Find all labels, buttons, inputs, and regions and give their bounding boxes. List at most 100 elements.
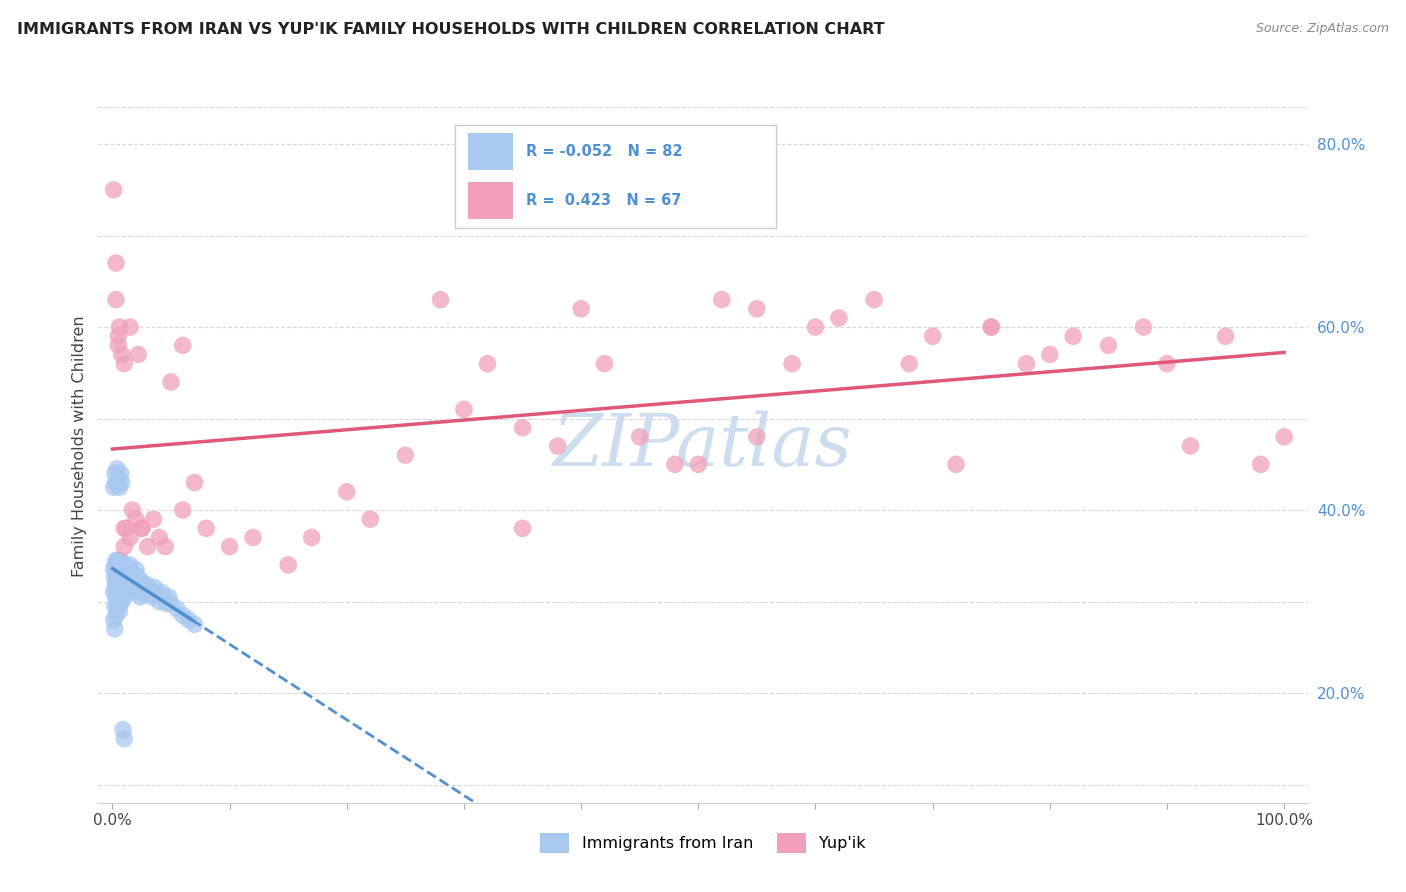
Point <box>146 587 169 601</box>
Point <box>108 604 131 618</box>
Point <box>104 581 127 595</box>
Point <box>172 608 194 623</box>
Point <box>111 594 134 608</box>
Point <box>980 320 1002 334</box>
Point <box>150 585 173 599</box>
Point <box>898 357 921 371</box>
Point <box>108 320 131 334</box>
Point <box>136 578 159 592</box>
Point <box>114 562 136 576</box>
Point <box>143 581 166 595</box>
Point <box>547 439 569 453</box>
Point <box>863 293 886 307</box>
Point <box>148 594 170 608</box>
Point <box>105 590 128 604</box>
Point <box>110 569 132 583</box>
Point <box>105 585 128 599</box>
Point <box>124 585 146 599</box>
Point <box>453 402 475 417</box>
Point <box>139 583 162 598</box>
Point <box>105 599 128 613</box>
Point <box>104 467 127 481</box>
Point <box>112 590 135 604</box>
Point <box>107 599 129 613</box>
Point <box>664 458 686 472</box>
Point <box>477 357 499 371</box>
Point <box>177 613 200 627</box>
Point <box>127 347 149 361</box>
Point <box>160 375 183 389</box>
Point <box>136 540 159 554</box>
Point <box>125 562 148 576</box>
Point <box>110 467 132 481</box>
Point <box>1097 338 1119 352</box>
Point <box>148 531 170 545</box>
Point <box>153 590 176 604</box>
Point <box>131 521 153 535</box>
Point <box>429 293 451 307</box>
Point <box>105 553 128 567</box>
Point <box>107 567 129 582</box>
Point <box>111 559 134 574</box>
Point <box>628 430 651 444</box>
Point <box>105 608 128 623</box>
Point <box>115 521 138 535</box>
Point <box>105 567 128 582</box>
Point <box>277 558 299 572</box>
Point <box>120 566 142 580</box>
Point <box>945 458 967 472</box>
Point <box>107 581 129 595</box>
Point <box>111 576 134 591</box>
Point <box>104 572 127 586</box>
Point <box>155 540 177 554</box>
Point <box>112 558 135 572</box>
Point <box>172 338 194 352</box>
Point <box>132 581 155 595</box>
Point <box>131 574 153 589</box>
Point <box>108 572 131 586</box>
Point <box>780 357 803 371</box>
Point <box>121 503 143 517</box>
Point <box>115 581 138 595</box>
Point <box>111 347 134 361</box>
Point <box>980 320 1002 334</box>
Point <box>115 566 138 580</box>
Point <box>1156 357 1178 371</box>
Point <box>1132 320 1154 334</box>
Point <box>1250 458 1272 472</box>
Point <box>127 569 149 583</box>
Point <box>512 521 534 535</box>
Point <box>359 512 381 526</box>
Point <box>688 458 710 472</box>
Point <box>110 583 132 598</box>
Point <box>129 590 152 604</box>
Point <box>112 566 135 580</box>
Legend: Immigrants from Iran, Yup'ik: Immigrants from Iran, Yup'ik <box>534 827 872 859</box>
Point <box>105 462 128 476</box>
Point <box>105 572 128 586</box>
Point <box>104 599 127 613</box>
Point <box>111 475 134 490</box>
Point <box>103 562 125 576</box>
Point <box>183 475 205 490</box>
Point <box>134 587 156 601</box>
Point <box>336 484 359 499</box>
Point <box>103 480 125 494</box>
Point <box>195 521 218 535</box>
Point <box>120 558 141 572</box>
Point <box>142 512 165 526</box>
Point <box>104 558 127 572</box>
Point <box>112 731 135 746</box>
Y-axis label: Family Households with Children: Family Households with Children <box>72 315 87 577</box>
Point <box>117 567 139 582</box>
Point <box>105 558 128 572</box>
Point <box>218 540 240 554</box>
Point <box>921 329 943 343</box>
Point <box>104 622 127 636</box>
Point <box>107 471 129 485</box>
Point <box>105 475 128 490</box>
Point <box>155 596 177 610</box>
Point <box>1039 347 1062 361</box>
Point <box>1272 430 1295 444</box>
Point <box>160 596 183 610</box>
